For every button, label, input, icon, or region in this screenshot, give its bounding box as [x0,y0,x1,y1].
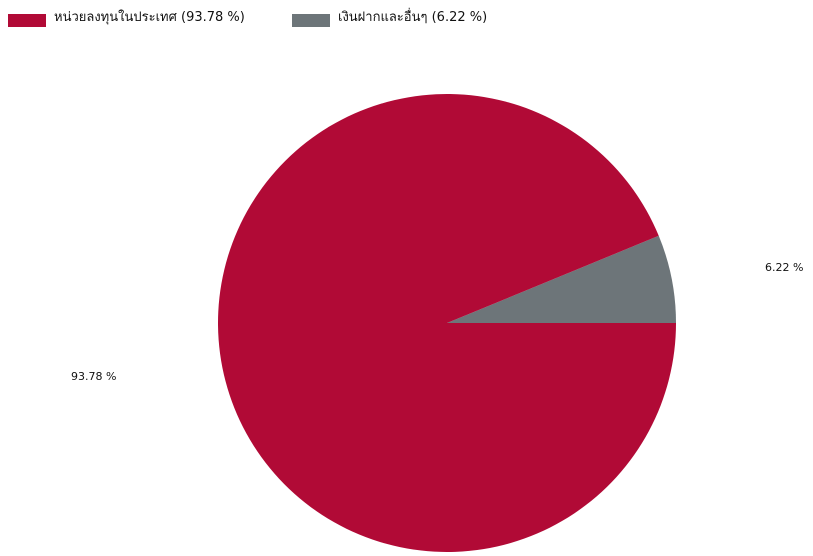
legend-label-domestic-units: หน่วยลงทุนในประเทศ (93.78 %) [54,10,245,25]
pie-slice-domestic-units [217,94,676,552]
slice-label-deposits-and-others: 6.22 % [765,261,803,274]
slice-label-domestic-units: 93.78 % [71,370,116,383]
legend-item-domestic-units: หน่วยลงทุนในประเทศ (93.78 %) [8,10,273,27]
legend-label-deposits-and-others: เงินฝากและอื่นๆ (6.22 %) [338,10,488,25]
pie-slices [217,94,676,552]
pie-slice-deposits-and-others [447,235,676,323]
legend-item-deposits-and-others: เงินฝากและอื่นๆ (6.22 %) [292,10,592,27]
pie-labels: 6.22 % 93.78 % [71,261,803,383]
legend-swatch-domestic-units [8,14,46,27]
chart-legend: หน่วยลงทุนในประเทศ (93.78 %) เงินฝากและอ… [0,0,813,60]
legend-swatch-deposits-and-others [292,14,330,27]
